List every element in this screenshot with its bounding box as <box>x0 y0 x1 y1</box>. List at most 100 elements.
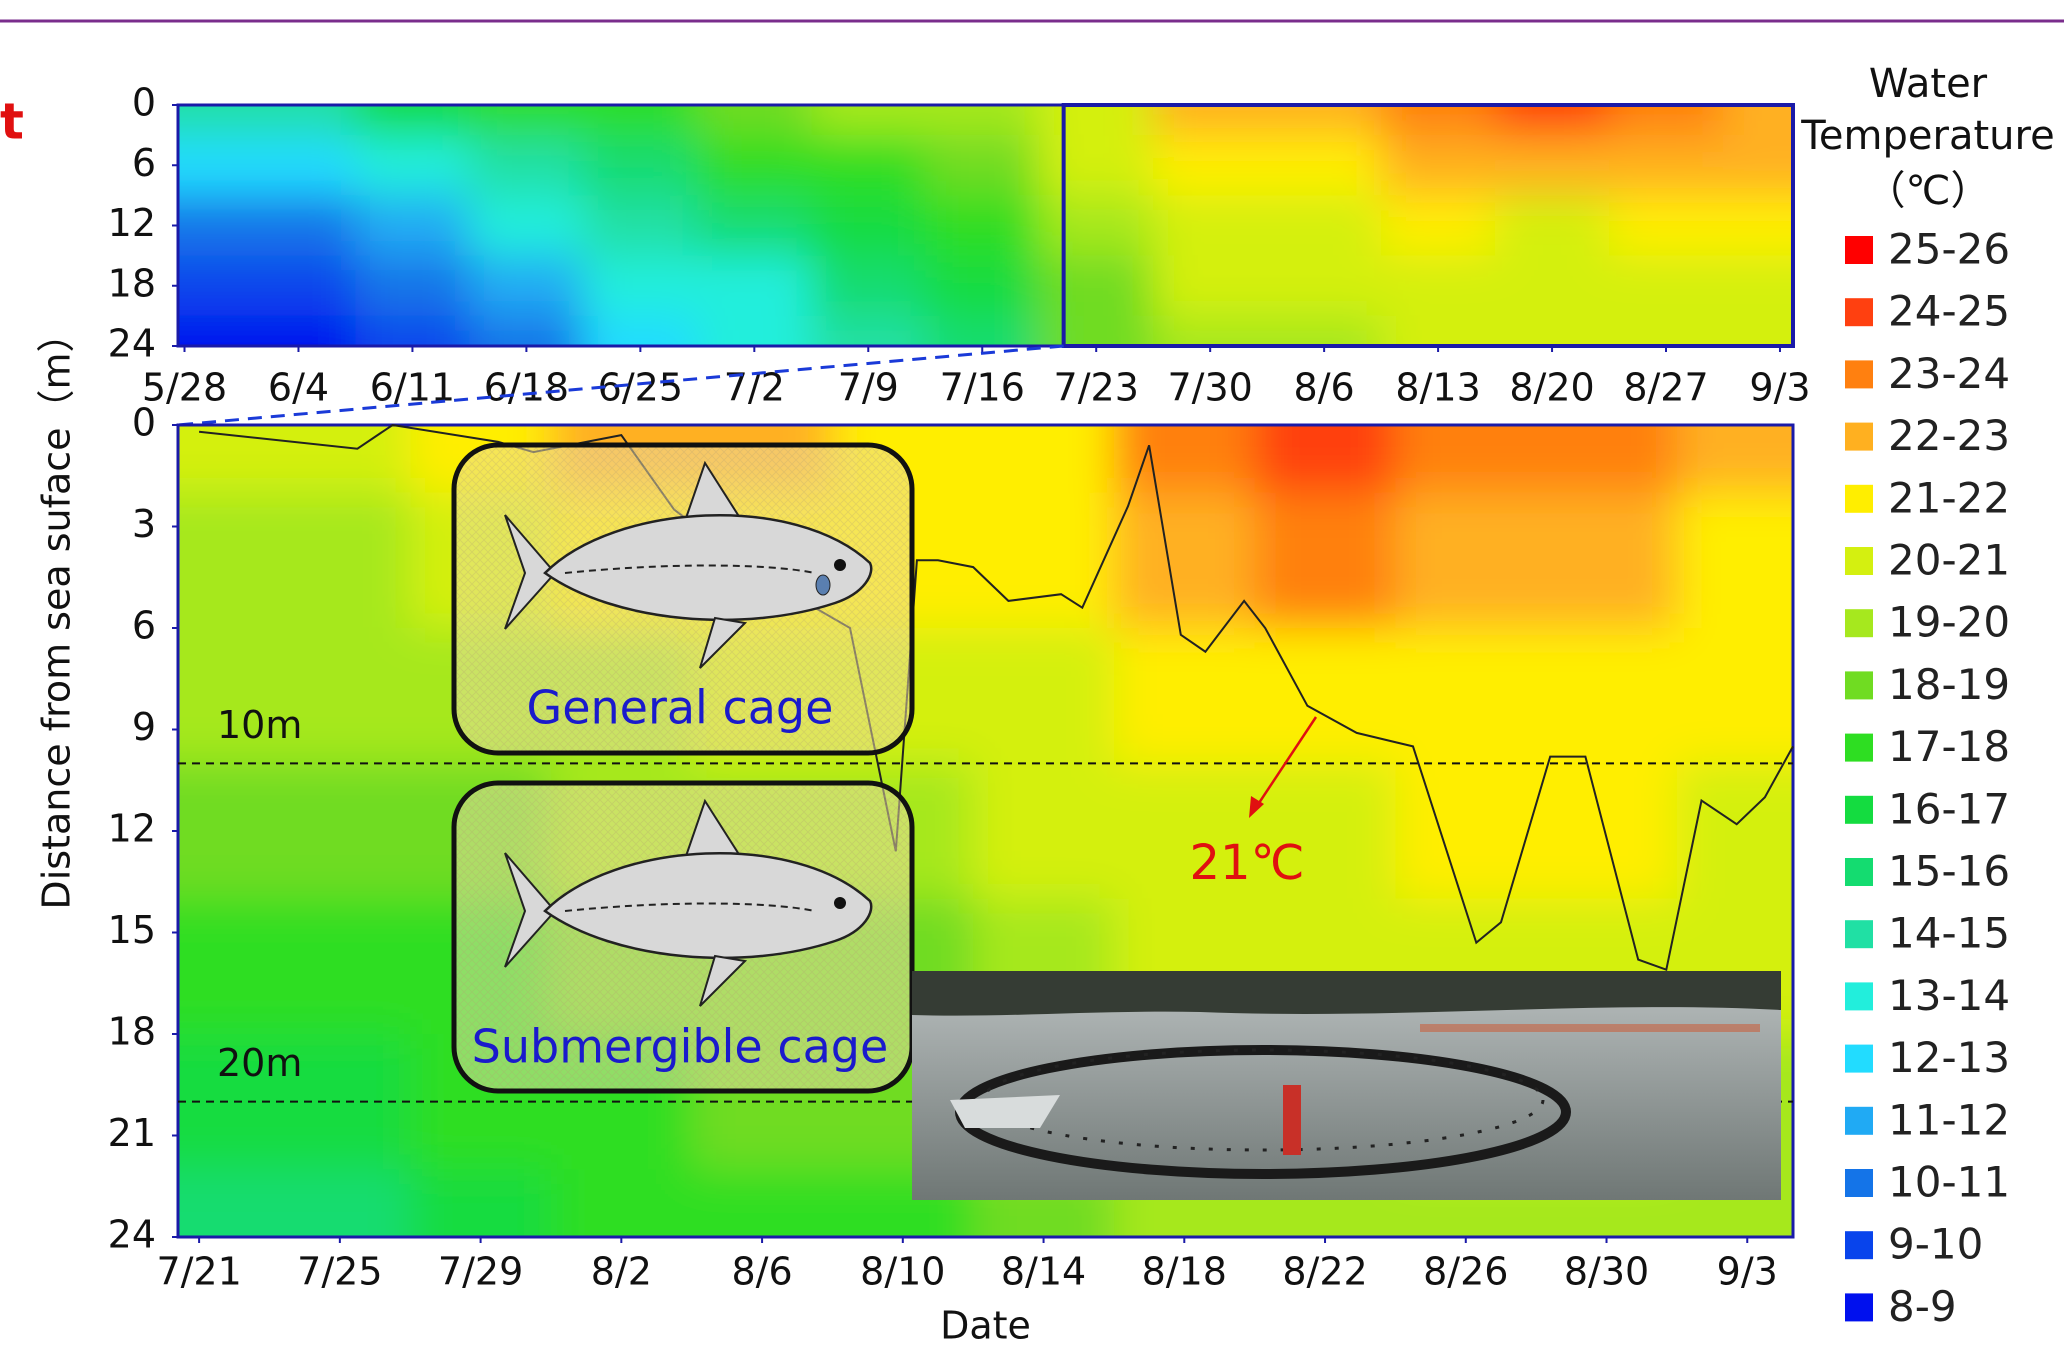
depth-label: 20m <box>217 1041 302 1085</box>
heat-cell <box>1609 256 1724 317</box>
heat-cell <box>1039 195 1154 256</box>
heat-cell <box>1267 256 1382 317</box>
heat-cell <box>355 195 470 256</box>
cage: Submergible cage <box>454 783 912 1091</box>
depth-label: 10m <box>217 703 302 747</box>
legend-swatch <box>1845 1107 1873 1135</box>
heat-cell <box>697 195 812 256</box>
heat-cell <box>973 493 1115 629</box>
legend-title: Water <box>1869 61 1988 107</box>
x-tick-label: 7/9 <box>838 366 899 410</box>
y-tick-label: 15 <box>108 908 156 952</box>
heat-cell <box>1536 493 1678 629</box>
heat-cell <box>1381 45 1496 136</box>
heat-cell <box>925 135 1040 196</box>
heat-cell <box>583 135 698 196</box>
legend-swatch <box>1845 423 1873 451</box>
heat-cell <box>469 256 584 317</box>
legend-swatch <box>1845 609 1873 637</box>
heat-cell <box>1381 135 1496 196</box>
x-tick-label: 8/26 <box>1423 1250 1508 1294</box>
heat-cell <box>1153 135 1268 196</box>
y-axis-title: Distance from sea suface（m） <box>35 314 79 909</box>
heat-cell <box>269 493 411 629</box>
x-tick-label: 9/3 <box>1749 366 1810 410</box>
x-tick-label: 8/14 <box>1001 1250 1086 1294</box>
legend-label: 23-24 <box>1888 349 2010 398</box>
x-tick-label: 8/2 <box>591 1250 652 1294</box>
x-axis-title: Date <box>940 1304 1031 1343</box>
heat-cell <box>583 45 698 136</box>
heat-cell <box>811 256 926 317</box>
heat-cell <box>925 256 1040 317</box>
legend-label: 18-19 <box>1888 660 2010 709</box>
heat-cell <box>1495 45 1610 136</box>
y-tick-label: 24 <box>108 322 156 366</box>
x-tick-label: 8/6 <box>731 1250 792 1294</box>
legend-swatch <box>1845 671 1873 699</box>
heat-cell <box>973 628 1115 764</box>
x-tick-label: 6/25 <box>598 366 683 410</box>
x-tick-label: 7/29 <box>438 1250 523 1294</box>
x-tick-label: 8/30 <box>1564 1250 1649 1294</box>
legend-swatch <box>1845 236 1873 264</box>
legend-label: 16-17 <box>1888 784 2010 833</box>
x-tick-label: 8/18 <box>1142 1250 1227 1294</box>
legend-label: 20-21 <box>1888 536 2010 585</box>
x-tick-label: 8/22 <box>1282 1250 1367 1294</box>
heat-cell <box>925 45 1040 136</box>
x-tick-label: 7/23 <box>1054 366 1139 410</box>
photo <box>912 971 1781 1200</box>
heat-cell <box>1153 256 1268 317</box>
legend-label: 17-18 <box>1888 722 2010 771</box>
heat-cell <box>1609 195 1724 256</box>
legend-label: 10-11 <box>1888 1158 2010 1207</box>
heat-cell <box>925 195 1040 256</box>
legend-swatch <box>1845 1231 1873 1259</box>
x-tick-label: 8/20 <box>1509 366 1594 410</box>
cage-label: Submergible cage <box>472 1020 889 1074</box>
x-tick-label: 7/16 <box>940 366 1025 410</box>
heat-cell <box>811 135 926 196</box>
y-tick-label: 6 <box>132 141 156 185</box>
legend-label: 14-15 <box>1888 909 2010 958</box>
heat-cell <box>583 195 698 256</box>
x-tick-label: 8/13 <box>1395 366 1480 410</box>
heat-cell <box>1677 493 1854 629</box>
heat-cell <box>1723 256 1854 317</box>
heat-cell <box>1395 763 1537 899</box>
legend-swatch <box>1845 920 1873 948</box>
heat-cell <box>241 195 356 256</box>
legend-swatch <box>1845 485 1873 513</box>
heat-cell <box>1267 195 1382 256</box>
legend-label: 11-12 <box>1888 1095 2010 1144</box>
heat-cell <box>469 135 584 196</box>
page: t 061218245/286/46/116/186/257/27/97/167… <box>0 0 2064 1342</box>
heat-cell <box>1723 195 1854 256</box>
heat-cell <box>269 763 411 899</box>
legend-swatch <box>1845 547 1873 575</box>
legend-swatch <box>1845 1045 1873 1073</box>
x-tick-label: 9/3 <box>1717 1250 1778 1294</box>
x-tick-label: 8/10 <box>860 1250 945 1294</box>
legend-label: 19-20 <box>1888 598 2010 647</box>
legend-label: 15-16 <box>1888 847 2010 896</box>
heat-cell <box>241 256 356 317</box>
x-tick-label: 6/4 <box>268 366 329 410</box>
heat-cell <box>1153 45 1268 136</box>
heat-cell <box>811 45 926 136</box>
photo-person <box>1283 1085 1301 1155</box>
y-tick-label: 21 <box>108 1111 156 1155</box>
heat-cell <box>1677 628 1854 764</box>
heat-cell <box>241 135 356 196</box>
heat-cell <box>469 45 584 136</box>
y-tick-label: 3 <box>132 502 156 546</box>
heat-cell <box>1609 45 1724 136</box>
legend-label: 13-14 <box>1888 971 2010 1020</box>
x-tick-label: 6/18 <box>484 366 569 410</box>
fish-eye <box>834 559 846 571</box>
heat-cell <box>1267 135 1382 196</box>
cage-label: General cage <box>527 681 834 735</box>
heat-cell <box>355 256 470 317</box>
y-tick-label: 6 <box>132 604 156 648</box>
